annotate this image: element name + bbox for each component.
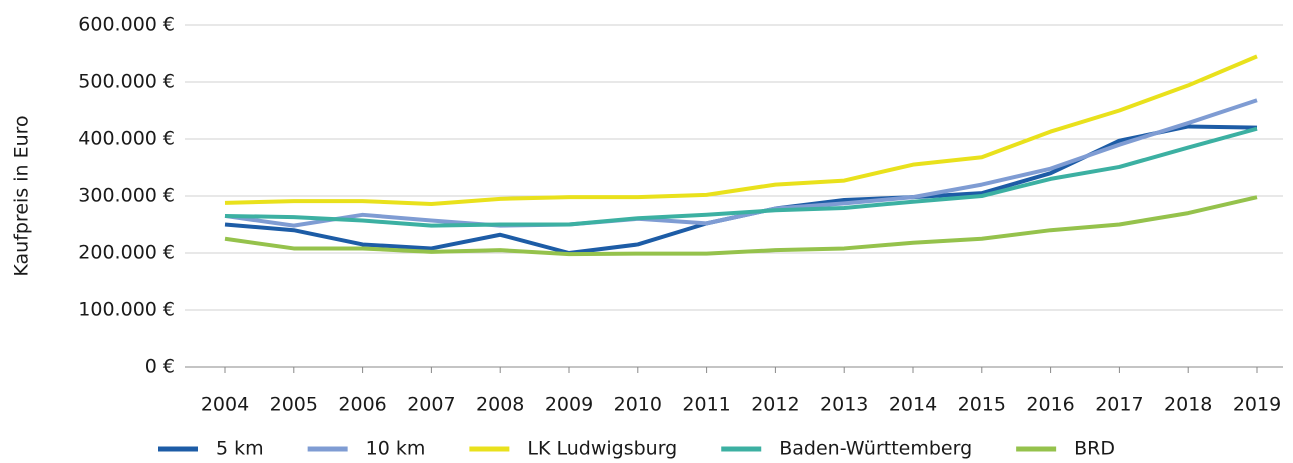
x-tick-label: 2016 — [1026, 394, 1074, 416]
x-tick-label: 2014 — [889, 394, 937, 416]
x-tick-label: 2009 — [545, 394, 593, 416]
x-tick-label: 2012 — [751, 394, 799, 416]
x-tick-label: 2011 — [682, 394, 730, 416]
x-tick-label: 2019 — [1233, 394, 1281, 416]
legend-label: 10 km — [366, 438, 426, 460]
y-tick-label: 500.000 € — [78, 71, 175, 93]
x-tick-label: 2015 — [958, 394, 1006, 416]
y-tick-label: 0 € — [145, 356, 175, 378]
x-tick-label: 2006 — [338, 394, 386, 416]
line-series — [224, 54, 1258, 206]
y-axis-title: Kaufpreis in Euro — [11, 115, 33, 276]
line-series — [224, 126, 1258, 228]
x-tick-label: 2008 — [476, 394, 524, 416]
legend-label: BRD — [1074, 438, 1115, 460]
line-series — [224, 98, 1258, 228]
x-tick-label: 2017 — [1095, 394, 1143, 416]
legend-label: Baden-Württemberg — [779, 438, 972, 460]
x-tick-label: 2007 — [407, 394, 455, 416]
y-tick-label: 200.000 € — [78, 242, 175, 264]
x-tick-label: 2018 — [1164, 394, 1212, 416]
y-tick-label: 400.000 € — [78, 128, 175, 150]
y-tick-label: 300.000 € — [78, 185, 175, 207]
x-tick-label: 2010 — [614, 394, 662, 416]
line-series — [224, 195, 1258, 257]
y-tick-label: 600.000 € — [78, 14, 175, 36]
legend-label: LK Ludwigsburg — [527, 438, 677, 460]
y-tick-label: 100.000 € — [78, 299, 175, 321]
legend-label: 5 km — [216, 438, 264, 460]
x-tick-label: 2005 — [270, 394, 318, 416]
x-tick-label: 2004 — [201, 394, 249, 416]
x-tick-label: 2013 — [820, 394, 868, 416]
